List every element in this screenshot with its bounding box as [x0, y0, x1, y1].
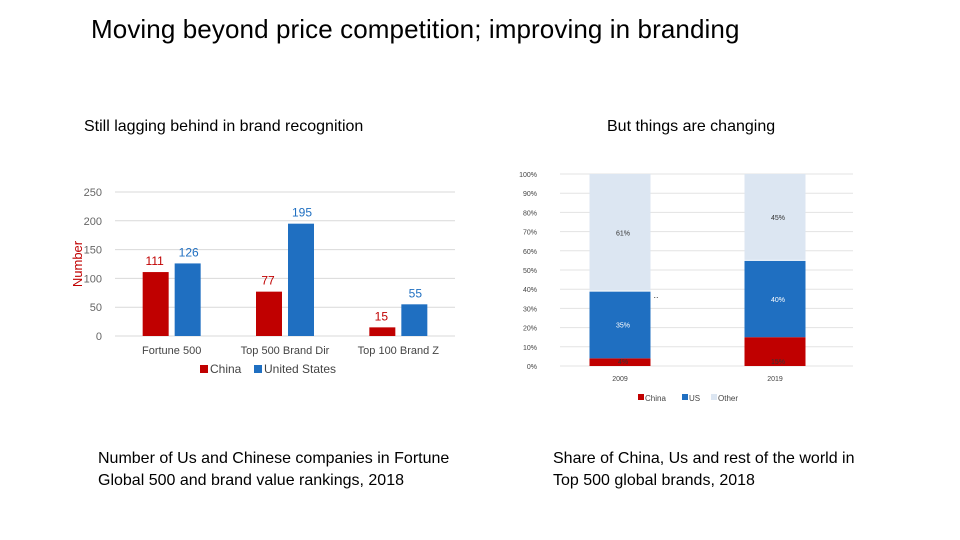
y-tick-label: 90%: [523, 191, 537, 198]
y-tick-label: 0%: [527, 364, 537, 371]
y-tick-label: 100: [84, 273, 102, 285]
bar-china: [369, 327, 396, 336]
category-label: Fortune 500: [142, 345, 201, 357]
right-chart-caption: Share of China, Us and rest of the world…: [553, 450, 855, 489]
category-label: 2019: [767, 376, 783, 383]
slide-title: Moving beyond price competition; improvi…: [91, 14, 740, 44]
company-count-bar-chart: 0 50 100 150 200 250 Number 111 126 Fortune 500 77…: [70, 187, 455, 376]
legend-swatch: [200, 365, 208, 373]
bar-china: [142, 272, 169, 336]
stack-segment-us: [589, 291, 651, 359]
stack-segment-us: [744, 260, 806, 338]
legend-swatch: [711, 394, 717, 400]
y-tick-label: 0: [96, 331, 102, 343]
legend-swatch: [254, 365, 262, 373]
data-label: 15: [375, 309, 389, 323]
bar-united-states: [401, 304, 428, 336]
y-axis-label: Number: [70, 240, 85, 287]
data-label: 195: [292, 206, 312, 220]
y-tick-label: 50%: [523, 268, 537, 275]
legend-label: Other: [718, 394, 738, 403]
segment-label: 35%: [616, 323, 630, 330]
bar-china: [256, 291, 282, 336]
bar-united-states: [174, 263, 201, 336]
legend-label: United States: [264, 362, 336, 376]
y-tick-label: 60%: [523, 249, 537, 256]
y-tick-label: 30%: [523, 306, 537, 313]
left-chart-heading: Still lagging behind in brand recognitio…: [84, 118, 364, 135]
stack-segment-china: [589, 358, 651, 366]
y-tick-label: 80%: [523, 210, 537, 217]
y-tick-label: 150: [84, 245, 102, 257]
y-tick-label: 200: [84, 216, 102, 228]
category-label: 2009: [612, 376, 628, 383]
legend-label: China: [210, 362, 242, 376]
segment-label: 4%: [618, 359, 628, 366]
data-label: 126: [179, 245, 199, 259]
bar-united-states: [288, 223, 314, 336]
legend-label: US: [689, 394, 700, 403]
brand-share-stacked-chart: 0% 10% 20% 30% 40% 50% 60% 70% 80% 90% 100% 4% 35% 61…: [519, 172, 853, 403]
y-tick-label: 10%: [523, 345, 537, 352]
segment-label: 40%: [771, 297, 785, 304]
segment-label: 15%: [771, 359, 785, 366]
legend-label: China: [645, 394, 666, 403]
y-tick-label: 50: [90, 302, 102, 314]
legend-swatch: [682, 394, 688, 400]
data-label: 111: [146, 254, 165, 268]
stack-segment-other: [589, 174, 651, 292]
right-chart-heading: But things are changing: [607, 118, 776, 135]
data-label: 77: [261, 274, 275, 288]
y-tick-label: 20%: [523, 326, 537, 333]
annotation-text: ..: [653, 290, 658, 300]
data-label: 55: [409, 286, 423, 300]
y-tick-label: 40%: [523, 287, 537, 294]
stack-segment-china: [744, 337, 806, 366]
y-tick-label: 250: [84, 187, 102, 199]
left-chart-caption: Number of Us and Chinese companies in Fo…: [98, 450, 450, 489]
segment-label: 45%: [771, 215, 785, 222]
segment-label: 61%: [616, 231, 630, 238]
stack-segment-other: [744, 174, 806, 261]
y-tick-label: 70%: [523, 230, 537, 237]
category-label: Top 100 Brand Z: [358, 345, 440, 357]
legend-swatch: [638, 394, 644, 400]
category-label: Top 500 Brand Dir: [241, 345, 330, 357]
y-tick-label: 100%: [519, 172, 537, 179]
